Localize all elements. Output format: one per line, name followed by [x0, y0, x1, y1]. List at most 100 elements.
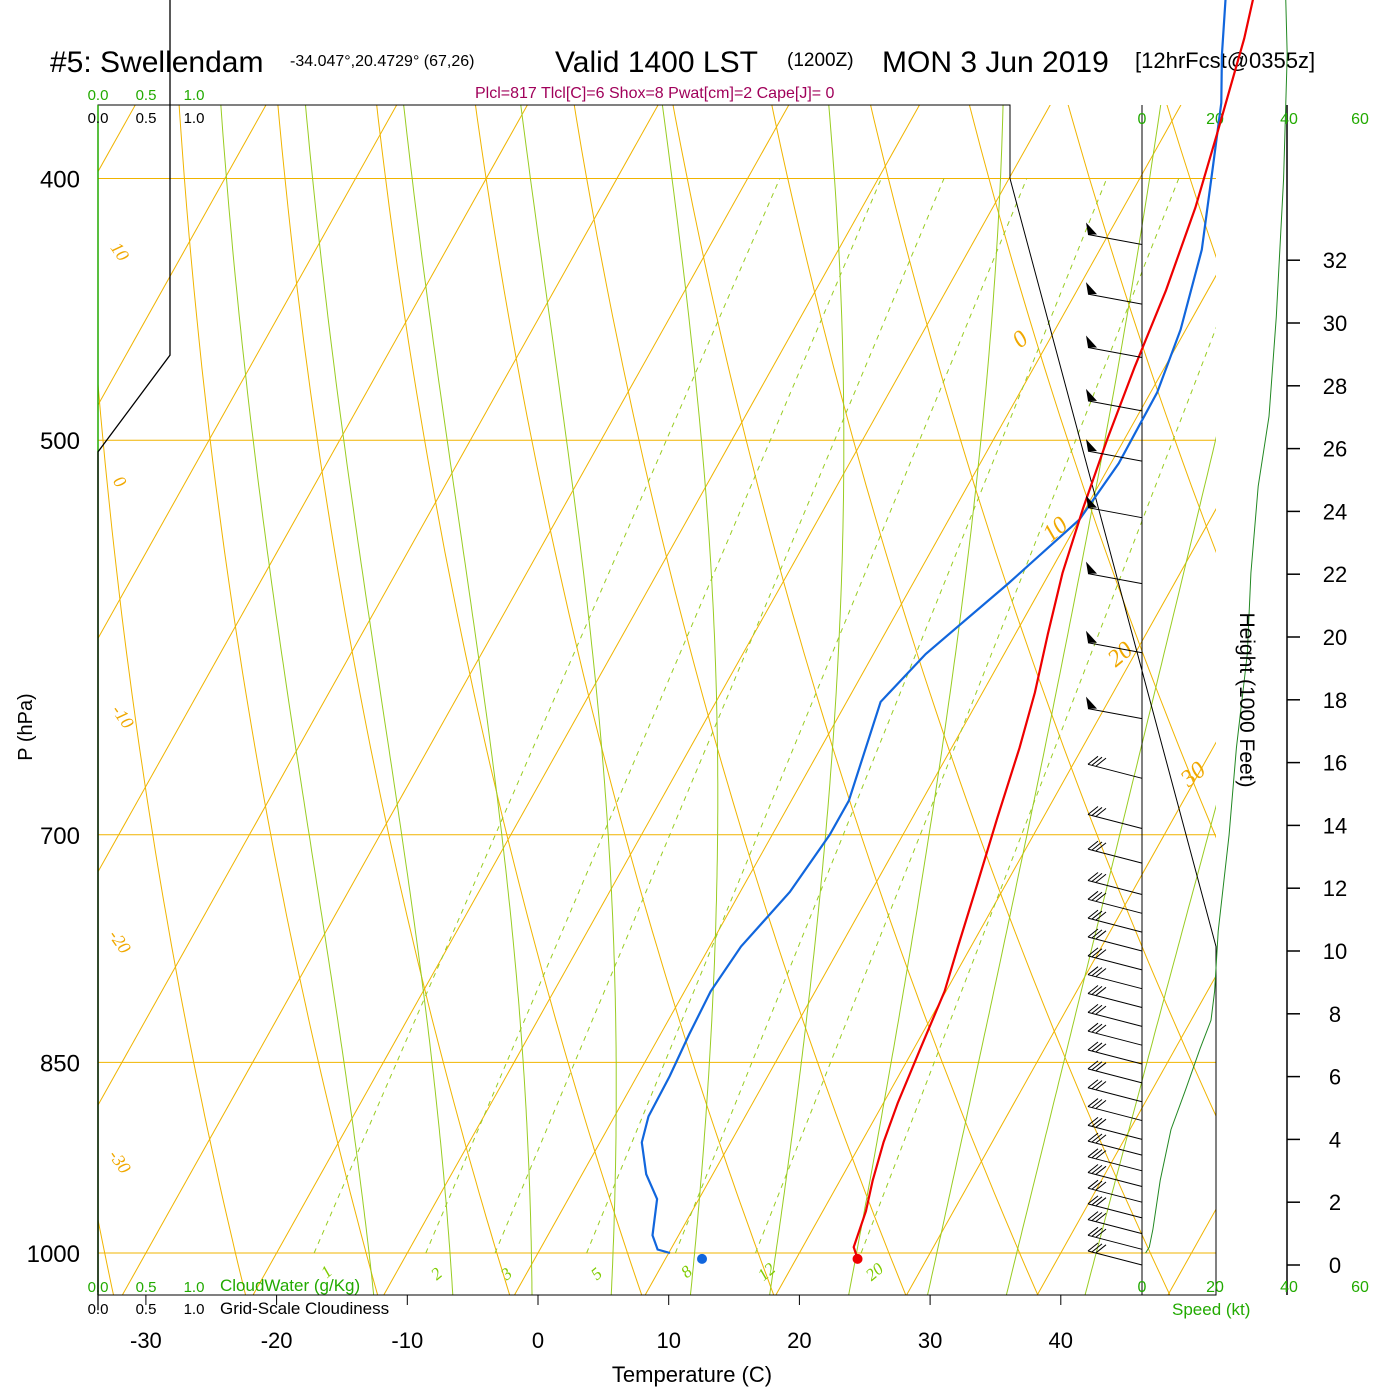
wind-barb-feather [1087, 1098, 1099, 1107]
cloudiness-scale-top: 0.0 [88, 110, 109, 127]
wind-barb-feather [1095, 1099, 1107, 1109]
moist-adiabat [1005, 436, 1216, 1295]
moist-adiabat [848, 105, 1004, 1295]
isotherm-line [98, 105, 659, 1107]
wind-barb-feather [1091, 1149, 1103, 1159]
dry-adiabat [573, 105, 907, 1295]
wind-barb-feather [1095, 1024, 1107, 1034]
wind-barb-feather [1095, 1213, 1107, 1222]
moist-adiabat [220, 105, 375, 1295]
wind-barb-feather [1087, 806, 1099, 815]
wind-barb-staff [1087, 1250, 1143, 1266]
wind-barb-feather [1095, 968, 1107, 977]
wind-barb-staff [1087, 1106, 1143, 1122]
isotherm-line [906, 741, 1216, 1295]
temperature-tick-label: 30 [918, 1328, 942, 1353]
wind-barb-pennant [1086, 439, 1097, 452]
cloudwater-scale-bottom: 1.0 [184, 1279, 205, 1296]
temperature-tick-label: 40 [1049, 1328, 1073, 1353]
wind-barb-feather [1095, 1165, 1107, 1175]
wind-barb-feather [1091, 841, 1103, 851]
wind-barb-staff [1087, 1124, 1143, 1140]
wind-barb-feather [1087, 1117, 1099, 1126]
wind-barb-feather [1095, 1081, 1107, 1090]
wind-barb-staff [1087, 573, 1143, 585]
wind-barb-staff [1087, 879, 1143, 895]
wind-barb-staff [1087, 955, 1143, 971]
wind-barb-feather [1091, 1165, 1103, 1174]
wind-barb-pennant [1086, 222, 1097, 235]
wind-barb-feather [1095, 1005, 1107, 1015]
wind-barb-feather [1087, 1060, 1099, 1070]
wind-barb-feather [1095, 1118, 1107, 1128]
moist-adiabat [927, 105, 1162, 1295]
y-axis-title: P (hPa) [15, 693, 37, 760]
isotherm-label-left: -30 [105, 1146, 135, 1177]
wind-barb-staff [1087, 1187, 1143, 1203]
mixing-ratio-line [755, 178, 1180, 1254]
isotherm-label-left: 0 [109, 472, 131, 491]
wind-barb-staff [1087, 848, 1143, 864]
cloudwater-label: CloudWater (g/Kg) [220, 1276, 360, 1295]
cloudwater-scale-bottom: 0.5 [136, 1279, 157, 1296]
wind-barb-feather [1091, 929, 1103, 939]
wind-barb-feather [1087, 909, 1099, 919]
isotherm-line [121, 105, 790, 1295]
wind-barb-feather [1095, 1062, 1107, 1072]
wind-barb-feather [1095, 1150, 1107, 1159]
cloudwater-scale-top: 0.0 [88, 87, 109, 104]
isotherm-label-left: -20 [105, 926, 135, 957]
wind-barb-feather [1087, 947, 1099, 957]
dry-adiabat [376, 105, 643, 1295]
mixing-ratio-label: 3 [496, 1264, 515, 1285]
cloudiness-scale-top: 1.0 [184, 110, 205, 127]
dry-adiabat [178, 105, 379, 1295]
dry-adiabat [1067, 105, 1216, 554]
wind-barb-feather [1095, 1228, 1107, 1238]
wind-barb-feather [1087, 1022, 1099, 1032]
wind-barb-feather [1087, 872, 1099, 881]
wind-barb-feather [1091, 1196, 1103, 1206]
wind-barb-feather [1087, 840, 1099, 850]
isotherm-line [644, 274, 1216, 1295]
dewpoint-line [640, 0, 1227, 1255]
wind-barb-feather [1095, 1181, 1107, 1191]
height-tick-label: 6 [1329, 1065, 1341, 1090]
wind-barb-feather [1095, 911, 1107, 921]
height-tick-label: 24 [1323, 499, 1347, 524]
mixing-ratio-label: 12 [754, 1259, 780, 1285]
wind-barb-feather [1087, 1211, 1099, 1220]
wind-barb-pennant [1086, 335, 1097, 348]
isotherm-line [0, 0, 141, 1310]
wind-barb-staff [1087, 1030, 1143, 1046]
wind-barb-feather [1087, 1179, 1099, 1189]
wind-barb-staff [1087, 1219, 1143, 1235]
speed-tick-bottom: 60 [1351, 1279, 1369, 1296]
wind-barb-feather [1091, 1227, 1103, 1237]
forecast-date: MON 3 Jun 2019 [882, 46, 1109, 79]
moist-adiabat [769, 105, 845, 1295]
isotherm-line [252, 105, 921, 1295]
wind-barb-feather [1091, 872, 1103, 882]
wind-barb-feather [1095, 842, 1107, 852]
height-tick-label: 22 [1323, 562, 1347, 587]
isotherm-line [98, 105, 528, 873]
temperature-tick-label: -20 [261, 1328, 293, 1353]
wind-barb-feather [1095, 930, 1107, 940]
wind-barb-feather [1091, 1023, 1103, 1033]
wind-barb-staff [1087, 293, 1143, 305]
wind-barb-feather [1091, 1117, 1103, 1127]
wind-barb-feather [1087, 1041, 1099, 1051]
temperature-line [852, 0, 1254, 1260]
speed-tick-bottom: 0 [1138, 1279, 1147, 1296]
height-tick-label: 26 [1323, 437, 1347, 462]
mixing-ratio-label: 2 [427, 1263, 446, 1283]
wind-barb-feather [1091, 1099, 1103, 1108]
wind-barb-staff [1087, 507, 1143, 519]
wind-barb-feather [1087, 755, 1099, 765]
wind-barb-feather [1091, 1061, 1103, 1071]
moist-adiabat [1084, 804, 1216, 1295]
height-tick-label: 28 [1323, 374, 1347, 399]
